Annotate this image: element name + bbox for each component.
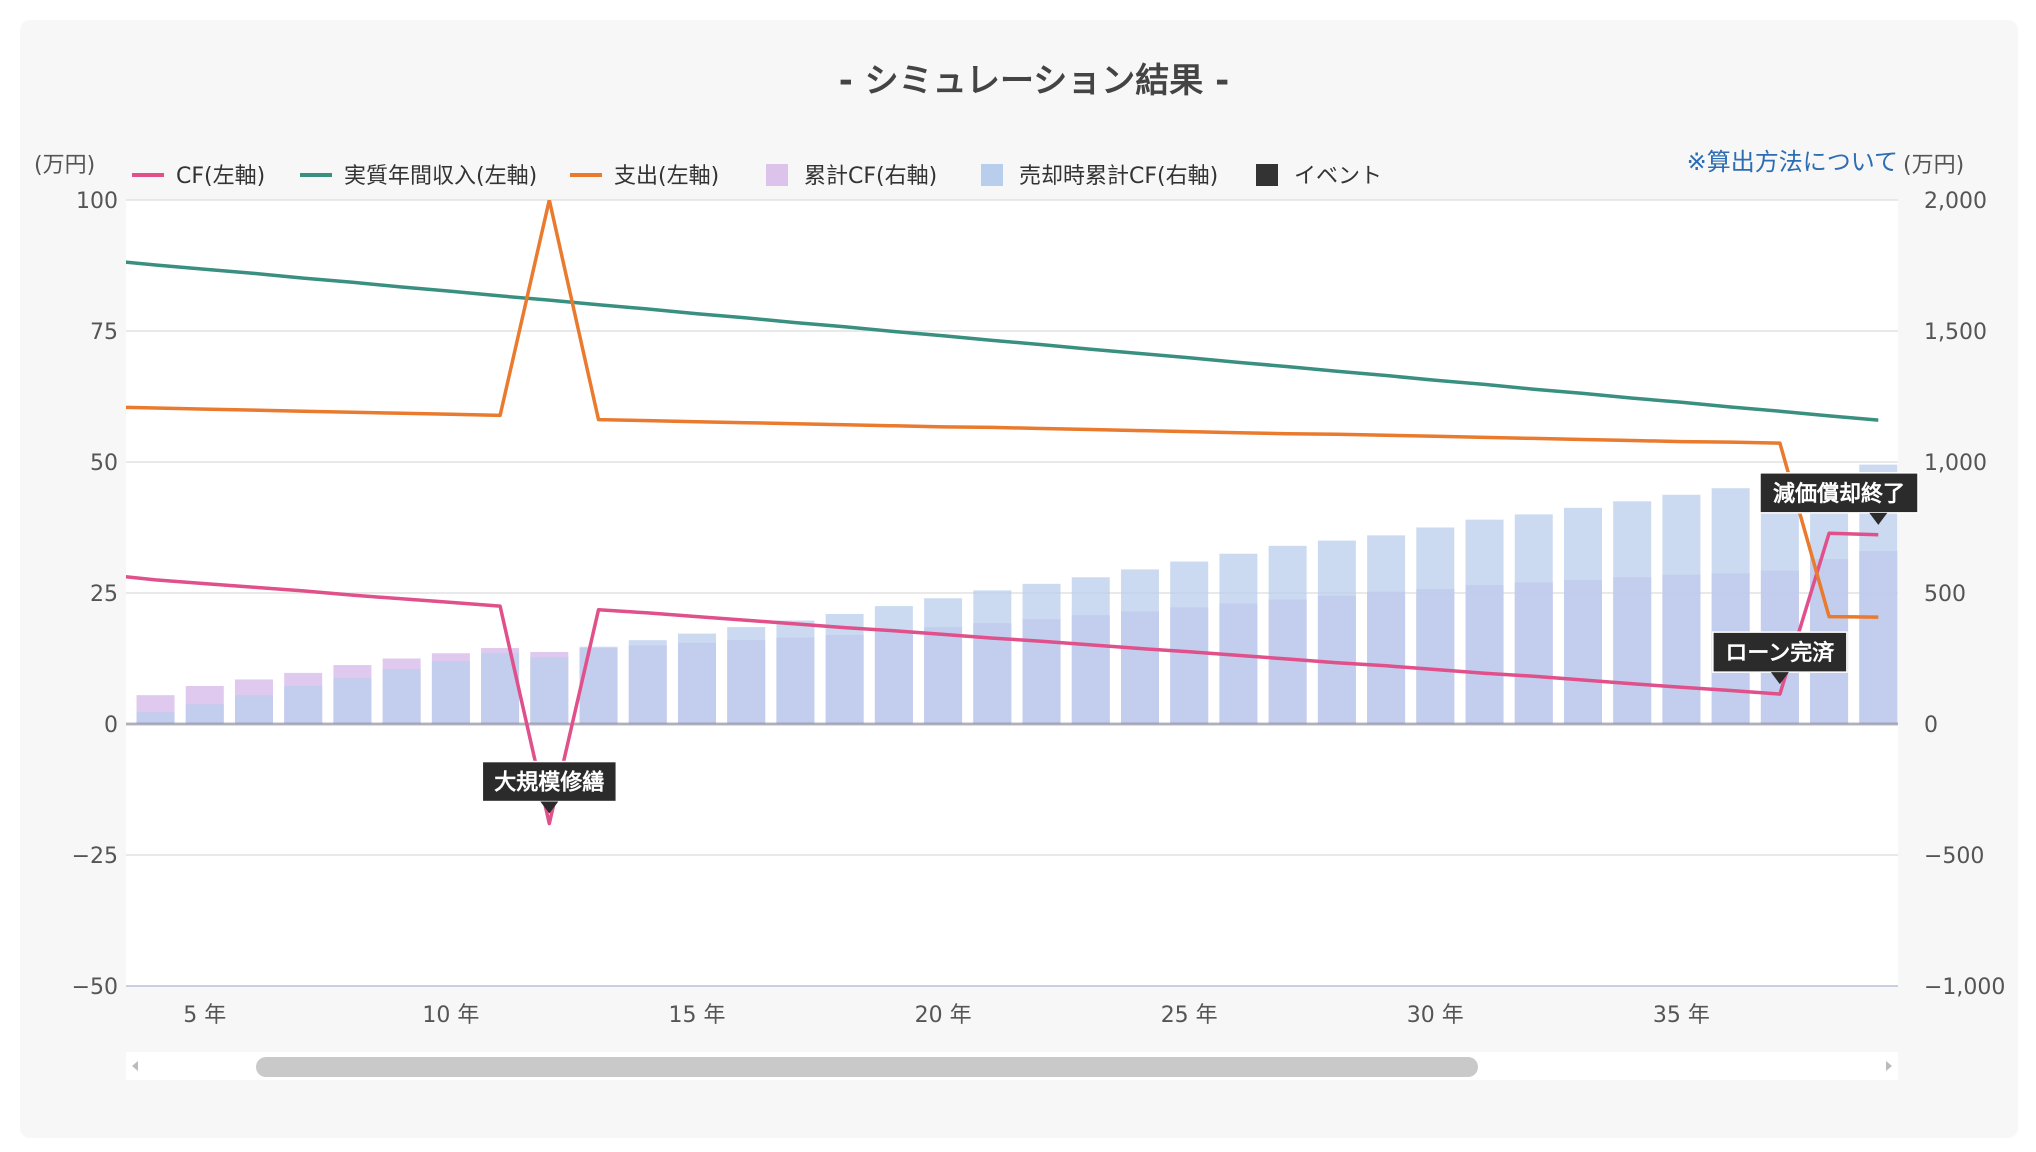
x-tick-label: 25 年 xyxy=(1161,1003,1218,1028)
right-tick-label: 1,500 xyxy=(1924,320,1987,345)
sale-cumulative-cf-bar xyxy=(382,668,421,724)
sale-cumulative-cf-bar xyxy=(727,627,766,724)
sale-cumulative-cf-bar xyxy=(628,640,667,724)
x-axis-ticks: 5 年 10 年 15 年 20 年 25 年 30 年 35 年 xyxy=(183,1003,1710,1028)
left-tick-label: 75 xyxy=(90,320,118,345)
x-tick-label: 20 年 xyxy=(915,1003,972,1028)
scrollbar-thumb[interactable] xyxy=(256,1057,1478,1077)
left-tick-label: 25 xyxy=(90,582,118,607)
event-label: 大規模修繕 xyxy=(494,770,604,796)
right-tick-label: 1,000 xyxy=(1924,451,1987,476)
right-axis-unit: (万円) xyxy=(1903,153,1964,178)
cf-line xyxy=(126,531,1879,826)
left-tick-label: 100 xyxy=(76,189,118,214)
sale-cumulative-cf-bar xyxy=(530,657,569,724)
sale-cumulative-cf-bar xyxy=(1317,540,1356,724)
legend-swatch-4 xyxy=(981,164,1003,186)
sale-cumulative-cf-bar xyxy=(1367,535,1406,724)
event-label: ローン完済 xyxy=(1725,640,1835,666)
right-axis-ticks: −1,000 −500 0 500 1,000 1,500 2,000 xyxy=(1924,189,2005,1000)
sale-cumulative-cf-bar xyxy=(776,620,815,724)
left-tick-label: 50 xyxy=(90,451,118,476)
legend-swatch-3 xyxy=(766,164,788,186)
sale-cumulative-cf-bar xyxy=(136,712,175,724)
legend-label-0: CF(左軸) xyxy=(176,164,265,189)
event-pointer-icon xyxy=(540,801,559,814)
chart-title: - シミュレーション結果 - xyxy=(839,61,1230,101)
chart-svg: - シミュレーション結果 - CF(左軸) 実質年間収入(左軸) 支出(左軸) 累計C… xyxy=(34,61,2005,1080)
scrollbar[interactable] xyxy=(126,1052,1898,1080)
event-label-box xyxy=(1759,472,1919,514)
event-label: 減価償却終了 xyxy=(1773,481,1905,507)
sale-cumulative-cf-bar xyxy=(1219,553,1258,724)
events: 大規模修繕 ローン完済 減価償却終了 xyxy=(481,472,1919,814)
chart-panel: - シミュレーション結果 - CF(左軸) 実質年間収入(左軸) 支出(左軸) 累計C… xyxy=(20,20,2018,1138)
sale-cumulative-cf-bar xyxy=(1416,527,1455,724)
sale-cumulative-cf-bar xyxy=(1268,545,1307,724)
scroll-right-arrow-icon[interactable] xyxy=(1886,1061,1892,1071)
sale-cumulative-cf-bar xyxy=(1760,482,1799,724)
income-line xyxy=(126,260,1879,422)
left-tick-label: 0 xyxy=(104,713,118,738)
scroll-left-arrow-icon[interactable] xyxy=(132,1061,138,1071)
sale-cumulative-cf-bar xyxy=(1170,561,1209,724)
sale-cumulative-cf-bar xyxy=(1071,577,1110,724)
sale-cumulative-cf-bar xyxy=(185,704,224,724)
sale-cumulative-cf-bar xyxy=(1810,472,1849,724)
left-axis-ticks: −50 −25 0 25 50 75 100 xyxy=(72,189,118,1000)
sale-cumulative-cf-bar xyxy=(874,606,913,724)
sale-cumulative-cf-bar xyxy=(1514,514,1553,724)
sale-cumulative-cf-bar xyxy=(1613,501,1652,724)
sale-cumulative-cf-bar xyxy=(234,695,273,724)
right-tick-label: 500 xyxy=(1924,582,1966,607)
right-tick-label: 2,000 xyxy=(1924,189,1987,214)
x-tick-label: 35 年 xyxy=(1653,1003,1710,1028)
legend-label-1: 実質年間収入(左軸) xyxy=(344,164,537,189)
legend-label-2: 支出(左軸) xyxy=(614,164,719,189)
right-tick-label: 0 xyxy=(1924,713,1938,738)
x-tick-label: 10 年 xyxy=(422,1003,479,1028)
sale-cumulative-cf-bar xyxy=(825,613,864,724)
lines xyxy=(126,200,1879,826)
right-tick-label: −500 xyxy=(1924,844,1984,869)
sale-cumulative-cf-bar xyxy=(284,686,323,724)
event-pointer-icon xyxy=(1770,672,1789,685)
sale-cumulative-cf-bar xyxy=(431,661,470,724)
left-tick-label: −25 xyxy=(72,844,118,869)
event-marker-2: 減価償却終了 xyxy=(1759,472,1919,525)
sale-cumulative-cf-bar xyxy=(1711,488,1750,724)
legend: CF(左軸) 実質年間収入(左軸) 支出(左軸) 累計CF(右軸) 売却時累計CF(右軸… xyxy=(132,164,1382,189)
x-tick-label: 15 年 xyxy=(668,1003,725,1028)
legend-label-4: 売却時累計CF(右軸) xyxy=(1019,164,1218,189)
bars xyxy=(126,464,1898,726)
sale-cumulative-cf-bar xyxy=(973,590,1012,724)
legend-label-5: イベント xyxy=(1294,164,1382,189)
event-marker-0: 大規模修繕 xyxy=(481,760,618,814)
sale-cumulative-cf-bar xyxy=(924,598,963,724)
sale-cumulative-cf-bar xyxy=(1563,507,1602,724)
legend-swatch-5 xyxy=(1256,164,1278,186)
sale-cumulative-cf-bar xyxy=(677,633,716,724)
left-tick-label: −50 xyxy=(72,975,118,1000)
method-link[interactable]: ※算出方法について xyxy=(1687,148,1898,176)
left-axis-unit: (万円) xyxy=(34,153,95,178)
sale-cumulative-cf-bar xyxy=(1022,583,1061,724)
event-pointer-icon xyxy=(1869,512,1888,525)
sale-cumulative-cf-bar xyxy=(1465,519,1504,724)
legend-label-3: 累計CF(右軸) xyxy=(804,164,937,189)
event-marker-1: ローン完済 xyxy=(1712,631,1848,685)
event-label-box xyxy=(1712,631,1848,673)
x-tick-label: 5 年 xyxy=(183,1003,226,1028)
sale-cumulative-cf-bar xyxy=(579,646,618,724)
right-tick-label: −1,000 xyxy=(1924,975,2005,1000)
x-tick-label: 30 年 xyxy=(1407,1003,1464,1028)
expense-line xyxy=(126,200,1879,619)
sale-cumulative-cf-bar xyxy=(333,678,372,724)
